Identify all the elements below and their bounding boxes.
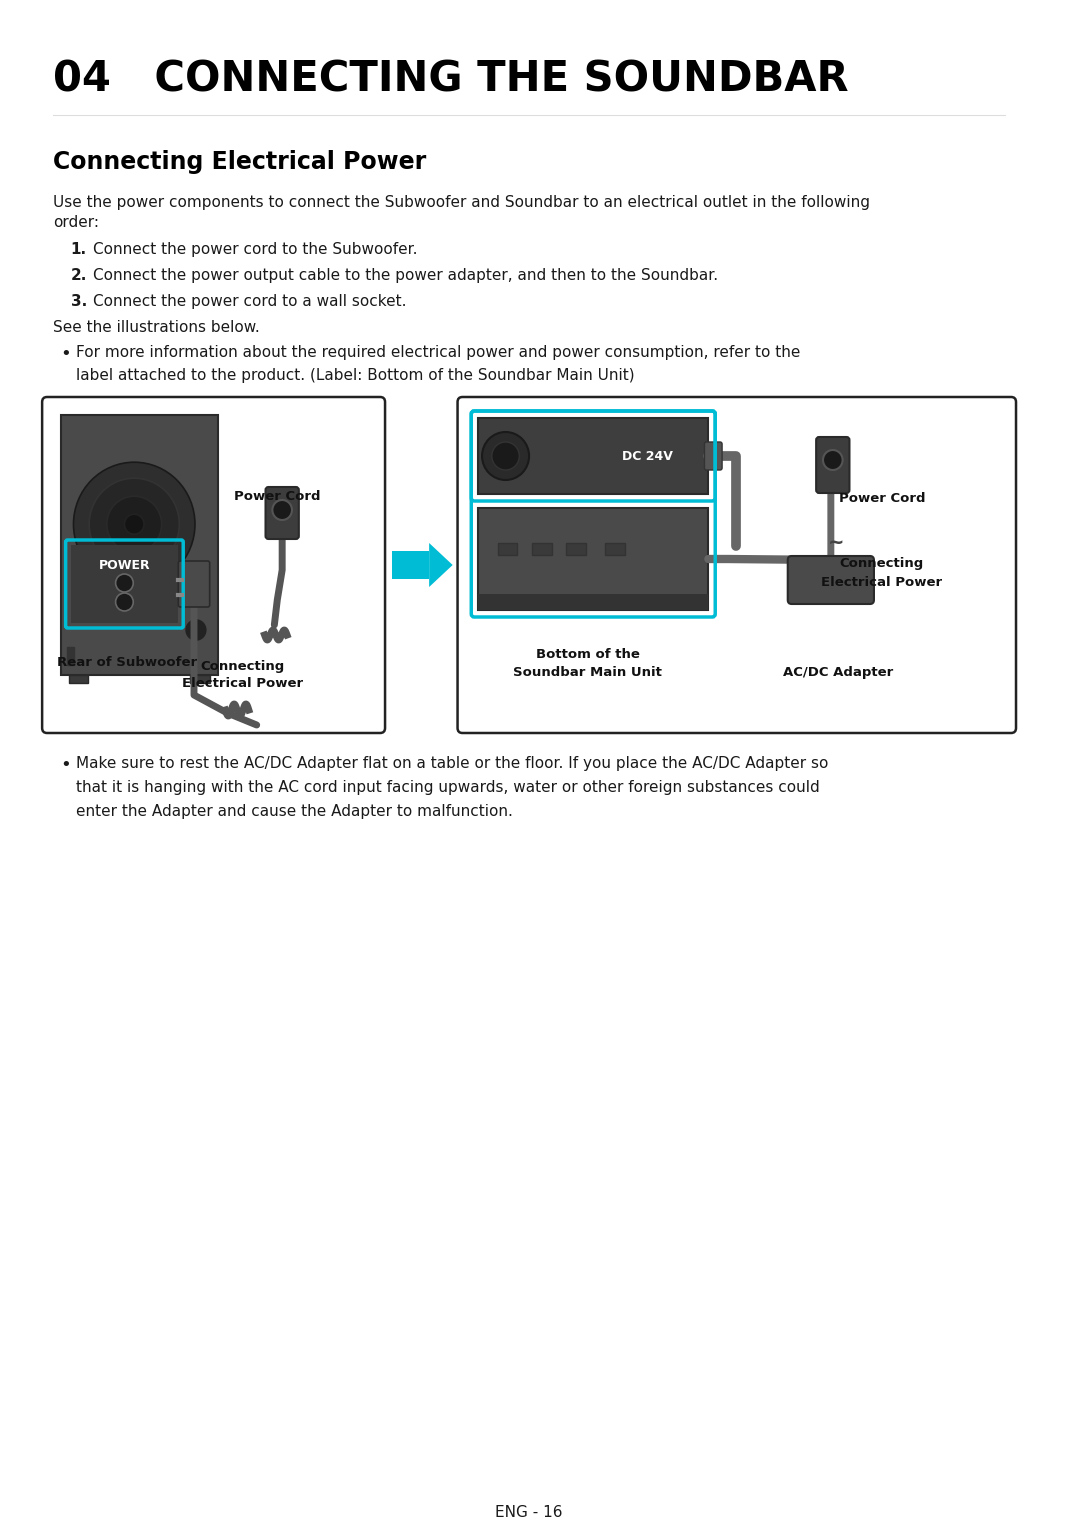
Circle shape [124, 515, 144, 535]
Text: AC/DC Adapter: AC/DC Adapter [783, 666, 893, 679]
Circle shape [491, 443, 519, 470]
Bar [67, 647, 75, 665]
FancyBboxPatch shape [787, 556, 874, 604]
FancyBboxPatch shape [266, 487, 299, 539]
Bar [478, 509, 708, 610]
Text: Connecting Electrical Power: Connecting Electrical Power [53, 150, 427, 175]
Bar [190, 676, 210, 683]
Text: DC 24V: DC 24V [622, 449, 673, 463]
Text: Make sure to rest the AC/DC Adapter flat on a table or the floor. If you place t: Make sure to rest the AC/DC Adapter flat… [77, 755, 828, 771]
Text: Power Cord: Power Cord [838, 492, 926, 506]
Text: Connecting: Connecting [839, 558, 923, 570]
Bar [606, 542, 625, 555]
Circle shape [823, 450, 842, 470]
Circle shape [73, 463, 195, 587]
Text: •: • [60, 755, 71, 774]
Circle shape [482, 432, 529, 480]
Text: Use the power components to connect the Subwoofer and Soundbar to an electrical : Use the power components to connect the … [53, 195, 869, 210]
Bar [566, 542, 586, 555]
Bar [478, 418, 708, 493]
Text: enter the Adapter and cause the Adapter to malfunction.: enter the Adapter and cause the Adapter … [77, 804, 513, 820]
Text: •: • [60, 345, 71, 363]
FancyBboxPatch shape [60, 415, 217, 676]
Text: See the illustrations below.: See the illustrations below. [53, 320, 259, 336]
Polygon shape [429, 542, 453, 587]
Polygon shape [392, 552, 429, 579]
Circle shape [272, 499, 292, 519]
Text: 04   CONNECTING THE SOUNDBAR: 04 CONNECTING THE SOUNDBAR [53, 58, 849, 100]
Text: POWER: POWER [98, 559, 150, 571]
Text: Connecting
Electrical Power: Connecting Electrical Power [183, 660, 303, 689]
FancyBboxPatch shape [42, 397, 386, 732]
Text: ~: ~ [827, 533, 843, 552]
Text: 1.: 1. [70, 242, 86, 257]
Text: Connect the power cord to a wall socket.: Connect the power cord to a wall socket. [93, 294, 406, 309]
Text: Electrical Power: Electrical Power [821, 576, 943, 588]
Text: ENG - 16: ENG - 16 [496, 1504, 563, 1520]
Text: Soundbar Main Unit: Soundbar Main Unit [513, 666, 662, 679]
Text: 2.: 2. [70, 268, 86, 283]
Text: Rear of Subwoofer: Rear of Subwoofer [57, 656, 198, 669]
Bar [69, 676, 89, 683]
Circle shape [116, 593, 133, 611]
Text: Connect the power output cable to the power adapter, and then to the Soundbar.: Connect the power output cable to the po… [93, 268, 718, 283]
Text: label attached to the product. (Label: Bottom of the Soundbar Main Unit): label attached to the product. (Label: B… [77, 368, 635, 383]
Text: that it is hanging with the AC cord input facing upwards, water or other foreign: that it is hanging with the AC cord inpu… [77, 780, 820, 795]
Circle shape [107, 496, 162, 552]
Circle shape [90, 478, 179, 570]
Bar [478, 594, 708, 610]
FancyBboxPatch shape [178, 561, 210, 607]
Circle shape [186, 620, 206, 640]
Text: For more information about the required electrical power and power consumption, : For more information about the required … [77, 345, 800, 360]
Text: Connect the power cord to the Subwoofer.: Connect the power cord to the Subwoofer. [93, 242, 418, 257]
Text: order:: order: [53, 214, 99, 230]
Bar [498, 542, 517, 555]
FancyBboxPatch shape [816, 437, 850, 493]
Text: Power Cord: Power Cord [234, 490, 321, 502]
Bar [70, 545, 178, 624]
Text: Bottom of the: Bottom of the [536, 648, 639, 660]
Text: 3.: 3. [70, 294, 86, 309]
FancyBboxPatch shape [458, 397, 1016, 732]
FancyBboxPatch shape [704, 443, 723, 470]
Circle shape [116, 574, 133, 591]
Bar [532, 542, 552, 555]
